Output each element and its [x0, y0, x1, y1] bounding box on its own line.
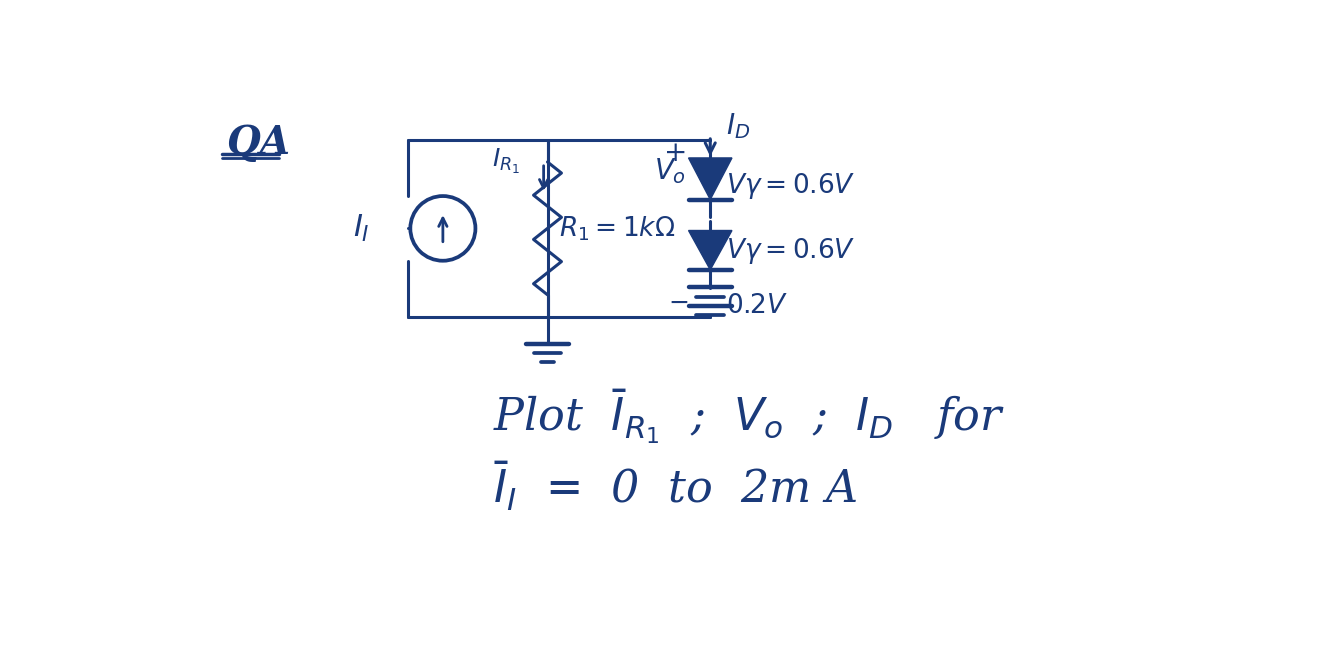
Text: $V\gamma=0.6V$: $V\gamma=0.6V$: [726, 171, 855, 201]
Polygon shape: [688, 231, 731, 270]
Text: +: +: [664, 140, 687, 167]
Text: $I_{R_1}$: $I_{R_1}$: [493, 147, 521, 176]
Text: $I_D$: $I_D$: [726, 111, 750, 141]
Text: $V_o$: $V_o$: [654, 156, 686, 186]
Text: $R_1=1k\Omega$: $R_1=1k\Omega$: [560, 214, 675, 243]
Text: $V\gamma=0.6V$: $V\gamma=0.6V$: [726, 237, 855, 267]
Text: $\bar{I}_I$  =  0  to  2m A: $\bar{I}_I$ = 0 to 2m A: [494, 460, 858, 513]
Text: $0.2V$: $0.2V$: [726, 293, 788, 318]
Text: $I_I$: $I_I$: [353, 213, 370, 244]
Text: $-$: $-$: [667, 291, 688, 314]
Polygon shape: [688, 158, 731, 200]
Text: QA: QA: [225, 125, 290, 162]
Text: Plot  $\bar{I}_{R_1}$  ;  $V_o$  ;  $I_D$   for: Plot $\bar{I}_{R_1}$ ; $V_o$ ; $I_D$ for: [494, 388, 1005, 446]
